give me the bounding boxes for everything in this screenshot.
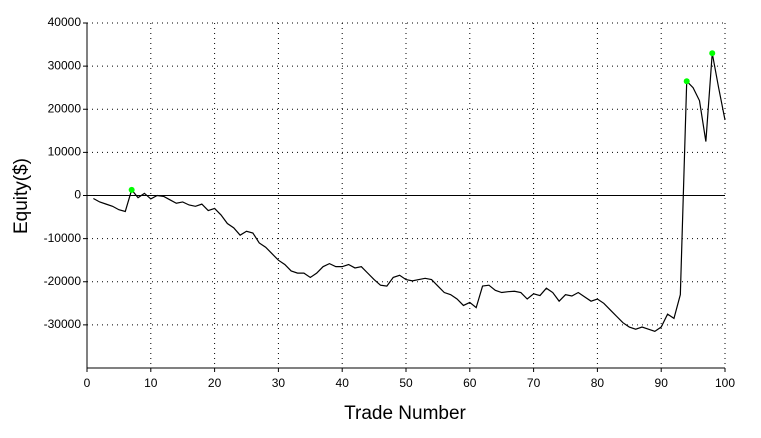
x-tick-label: 0 [84,376,91,390]
x-tick-label: 30 [272,376,286,390]
high-marker [683,78,690,85]
y-tick-label: 0 [74,188,81,202]
x-tick-label: 90 [655,376,669,390]
high-marker [128,186,135,193]
x-tick-label: 20 [208,376,222,390]
x-tick-label: 80 [591,376,605,390]
y-tick-label: -20000 [44,274,82,288]
y-tick-label: 40000 [48,15,82,29]
y-tick-label: 30000 [48,58,82,72]
y-tick-label: -30000 [44,317,82,331]
y-tick-label: 20000 [48,101,82,115]
x-tick-label: 10 [144,376,158,390]
x-tick-label: 50 [399,376,413,390]
high-marker [709,50,716,57]
y-tick-label: 10000 [48,145,82,159]
x-axis-title: Trade Number [344,403,466,424]
x-tick-label: 100 [715,376,735,390]
x-tick-label: 60 [463,376,477,390]
y-axis-title: Equity($) [11,158,32,234]
equity-line [93,53,726,333]
x-tick-label: 70 [527,376,541,390]
y-tick-label: -10000 [44,231,82,245]
x-tick-label: 40 [336,376,350,390]
